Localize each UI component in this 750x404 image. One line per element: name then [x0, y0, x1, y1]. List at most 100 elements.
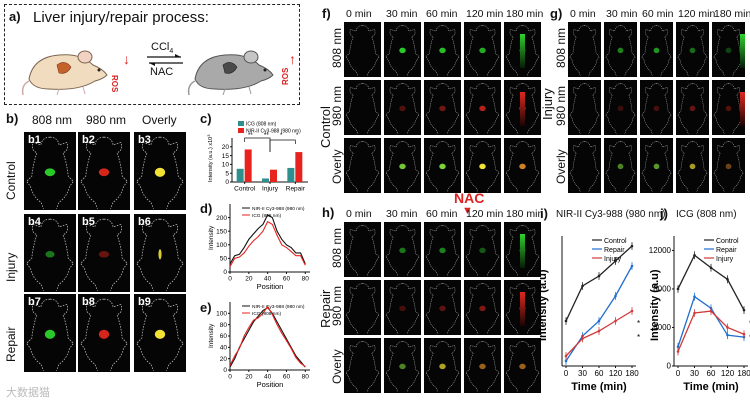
data-point [742, 308, 746, 312]
mouse-outline [345, 25, 380, 77]
mouse-outline-svg [80, 218, 128, 291]
chart-d: 0 20 40 60 80 0 50 100 150 200 NIR-II Cy3-988 (980… [208, 204, 310, 291]
fluorescence-spot [725, 105, 732, 112]
panel-b-image-b1: b1 [24, 132, 76, 210]
data-point [676, 287, 680, 291]
mouse-outline-svg [465, 341, 500, 393]
panel-h-image [384, 280, 421, 335]
panel-g-image [640, 22, 673, 77]
data-point [614, 319, 617, 323]
y-tick-label: 4000 [653, 323, 671, 332]
data-point [581, 284, 584, 288]
panel-b-col-overly: Overly [142, 113, 177, 127]
panel-g-image [676, 138, 709, 193]
significance-marker: * [280, 133, 283, 139]
panel-f-image [344, 22, 381, 77]
legend-label: Control [604, 238, 627, 245]
significance-bracket [269, 139, 296, 152]
data-point [564, 319, 568, 323]
data-point [742, 332, 746, 336]
panel-h-image [424, 280, 461, 335]
significance-marker: * [637, 319, 640, 328]
chart-i-title: NIR-II Cy3-988 (980 nm) [556, 209, 666, 220]
chart-j: 0 30 60 120 180 0 4000 8000 12000 Control Repair In… [649, 236, 750, 393]
mouse-outline-svg [465, 283, 500, 335]
mouse-outline [345, 341, 380, 393]
mouse-outline-svg [345, 283, 380, 335]
mouse-outline [26, 136, 74, 209]
panel-f-image [344, 138, 381, 193]
x-axis-label: Time (min) [683, 381, 739, 393]
mouse-outline-svg [26, 218, 74, 291]
mouse-outline-svg [345, 83, 380, 135]
mouse-outline-svg [677, 141, 708, 193]
data-point [630, 309, 634, 313]
panel-b-image-b7: b7 [24, 294, 76, 372]
mouse-outline [677, 83, 708, 135]
panel-g-image [604, 138, 637, 193]
panel-b-col-808: 808 nm [32, 113, 73, 127]
mouse-outline-svg [505, 141, 540, 193]
bar [244, 149, 252, 182]
x-tick-label: 180 [737, 369, 750, 378]
mouse-outline [425, 25, 460, 77]
mouse-outline-svg [605, 141, 636, 193]
fluorescence-spot [617, 47, 624, 54]
panel-g-time-header: 180 min [714, 8, 750, 20]
legend-label: NIR-II Cy3-988 (980 nm) [246, 129, 301, 135]
ccl4-label: CCl4 [151, 41, 174, 56]
panel-h-row-label: 808 nm [330, 227, 344, 268]
panel-b-label: b) [6, 111, 19, 126]
chart-j-title: ICG (808 nm) [676, 209, 737, 220]
fluorescence-spot [689, 47, 696, 54]
legend-label: Repair [604, 247, 625, 254]
mouse-outline-svg [425, 283, 460, 335]
panel-b-image-b8: b8 [78, 294, 130, 372]
panel-h-time-header: 180 min [506, 208, 544, 220]
data-point [709, 266, 713, 270]
fluorescence-spot [479, 305, 486, 312]
panel-h-image [384, 338, 421, 393]
mouse-outline [465, 225, 500, 277]
fluorescence-spot [439, 163, 446, 170]
mouse-outline-svg [677, 83, 708, 135]
y-tick-label: 0 [225, 179, 229, 186]
mouse-outline [425, 141, 460, 193]
panel-g-group-label: Injury [540, 88, 555, 120]
panel-h-label: h) [322, 205, 335, 220]
mouse-outline-svg [345, 225, 380, 277]
panel-f-image [464, 138, 501, 193]
y-tick-label: 10 [222, 162, 230, 169]
mouse-outline-svg [345, 25, 380, 77]
thumb-label: b8 [82, 296, 95, 308]
thumb-label: b3 [138, 134, 151, 146]
y-tick-label: 100 [216, 311, 227, 318]
mouse-outline-svg [425, 25, 460, 77]
mouse-outline-svg [713, 141, 744, 193]
panel-b-image-b9: b9 [134, 294, 186, 372]
mouse-outline [569, 141, 600, 193]
panel-b-image-b3: b3 [134, 132, 186, 210]
panel-h-image [344, 280, 381, 335]
panel-h-image [344, 222, 381, 277]
fluorescence-spot [44, 168, 56, 177]
ros-right-label: ROS [281, 67, 290, 85]
significance-marker: ** [248, 133, 253, 139]
fluorescence-spot [439, 247, 446, 254]
data-point [614, 294, 617, 298]
mouse-outline [505, 341, 540, 393]
y-axis-label: Intensity (a.u) [649, 269, 661, 341]
mouse-outline [80, 136, 128, 209]
fluorescence-spot [399, 247, 406, 254]
panel-f-row-label: 808 nm [330, 27, 344, 68]
panel-i-label: i) [540, 206, 548, 221]
series-line [229, 305, 306, 368]
y-tick-label: 15 [222, 153, 230, 160]
panel-a-title: Liver injury/repair process: [33, 9, 209, 26]
panel-h-image [424, 222, 461, 277]
data-point [597, 329, 601, 333]
legend-label: ICG (808 nm) [246, 122, 277, 128]
panel-g-time-header: 60 min [642, 8, 674, 20]
panel-d-label: d) [200, 201, 213, 216]
thumb-label: b7 [28, 296, 41, 308]
